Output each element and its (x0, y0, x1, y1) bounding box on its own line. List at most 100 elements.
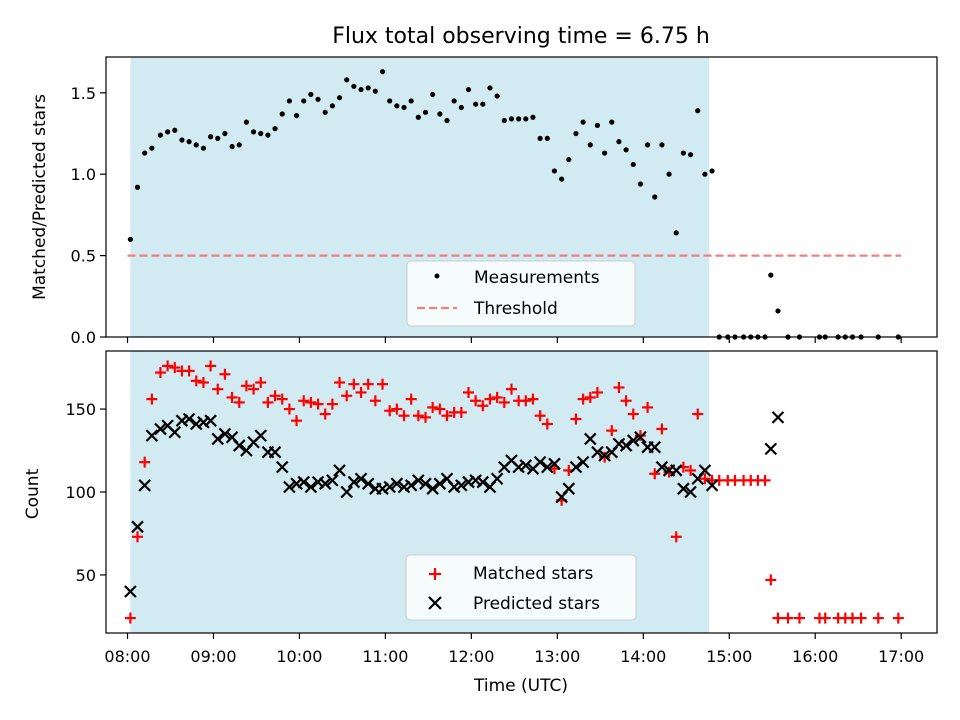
legend-label-predicted: Predicted stars (473, 594, 600, 614)
bottom-panel: 50 100 150 08:00 09:00 10:00 11:00 12:00 13:00 1… (23, 350, 938, 666)
measurement-point (775, 308, 781, 314)
matched-star-point (692, 408, 704, 420)
matched-star-point (190, 375, 202, 387)
predicted-star-point (232, 439, 246, 452)
predicted-star-point (404, 479, 418, 492)
top-panel: 0.0 0.5 1.0 1.5 Matched/Predicted stars Mea… (30, 56, 938, 347)
measurement-point (344, 77, 350, 83)
matched-star-point (205, 360, 217, 372)
matched-star-point (772, 612, 784, 624)
y-tick-label: 100 (65, 483, 96, 502)
y-tick-label: 150 (65, 400, 96, 419)
measurement-point (172, 127, 178, 133)
predicted-star-point (383, 480, 396, 494)
matched-star-point (269, 390, 281, 402)
matched-star-point (391, 403, 403, 415)
matched-star-point (491, 391, 503, 403)
measurement-point (293, 113, 300, 119)
measurement-point (179, 137, 185, 143)
measurement-point (193, 142, 199, 148)
matched-star-point (384, 405, 396, 417)
predicted-star-point (569, 460, 583, 474)
measurement-point (207, 134, 214, 140)
measurement-point (602, 150, 608, 156)
measurement-point (680, 150, 687, 156)
measurement-point (516, 116, 522, 122)
matched-star-point (233, 396, 245, 408)
matched-star-point (132, 531, 144, 543)
measurement-point (652, 194, 658, 200)
matched-star-point (334, 377, 346, 389)
measurement-point (480, 101, 486, 107)
matched-star-point (183, 365, 195, 377)
matched-star-point (298, 395, 310, 407)
matched-star-point (283, 403, 295, 415)
matched-star-point (570, 413, 582, 425)
measurement-point (666, 171, 672, 177)
measurement-point (286, 98, 292, 104)
matched-star-point (627, 408, 639, 420)
matched-star-point (312, 398, 324, 410)
predicted-star-point (655, 460, 669, 474)
x-axis-ticks-top (126, 337, 902, 343)
predicted-star-point (124, 585, 137, 598)
y-axis-label-bottom: Count (23, 468, 43, 519)
matched-star-point (355, 386, 367, 398)
predicted-star-point (533, 455, 547, 469)
matched-star-point (534, 410, 546, 422)
measurement-point (134, 184, 141, 190)
matched-star-point (759, 474, 771, 486)
matched-star-point (240, 380, 252, 392)
measurement-point (365, 85, 371, 91)
matched-star-point (276, 393, 288, 405)
measurement-point (687, 152, 694, 158)
measurement-point (222, 130, 228, 137)
predicted-star-point (634, 430, 647, 444)
measurement-point (637, 181, 644, 187)
matched-star-point (670, 531, 682, 543)
measurement-point (659, 142, 665, 148)
predicted-star-point (669, 464, 683, 477)
legend-box-top (406, 260, 636, 327)
axes-frame-top (105, 56, 938, 338)
matched-star-point (412, 410, 424, 422)
matched-star-point (124, 612, 136, 624)
matched-star-point (642, 401, 654, 413)
matched-star-point (855, 612, 867, 624)
measurement-point (422, 109, 429, 115)
measurement-point (559, 176, 565, 182)
matched-star-point (341, 390, 353, 402)
matched-star-point (685, 464, 697, 476)
measurement-point (415, 114, 421, 120)
matched-star-point (699, 473, 711, 485)
matched-star-point (305, 396, 317, 408)
matched-star-point (584, 391, 596, 403)
predicted-star-point (548, 457, 561, 471)
y-tick-label: 0.5 (71, 247, 96, 266)
x-tick-label: 11:00 (362, 647, 408, 666)
measurement-point (508, 116, 515, 122)
y-axis-label-top: Matched/Predicted stars (30, 94, 50, 300)
axes-frame-bottom (105, 350, 938, 634)
matched-star-point (793, 612, 805, 624)
measurement-point (673, 230, 679, 236)
predicted-star-point (648, 440, 662, 454)
measurement-point (430, 91, 436, 98)
x-tick-label: 13:00 (534, 647, 580, 666)
y-tick-label: 50 (76, 566, 96, 585)
x-tick-label: 14:00 (620, 647, 666, 666)
predicted-star-point (562, 482, 576, 495)
legend-marker-matched (429, 568, 441, 580)
matched-star-point (154, 367, 166, 379)
legend-bottom: Matched stars Predicted stars (405, 554, 637, 621)
predicted-star-point (419, 477, 432, 490)
predicted-star-point (677, 482, 690, 495)
matched-stars-series (124, 360, 904, 624)
measurement-point (372, 88, 378, 94)
measurement-point (149, 145, 155, 151)
measurement-point (142, 150, 148, 156)
matched-star-point (819, 612, 831, 624)
measurement-point (258, 130, 264, 137)
predicted-star-point (138, 479, 151, 492)
